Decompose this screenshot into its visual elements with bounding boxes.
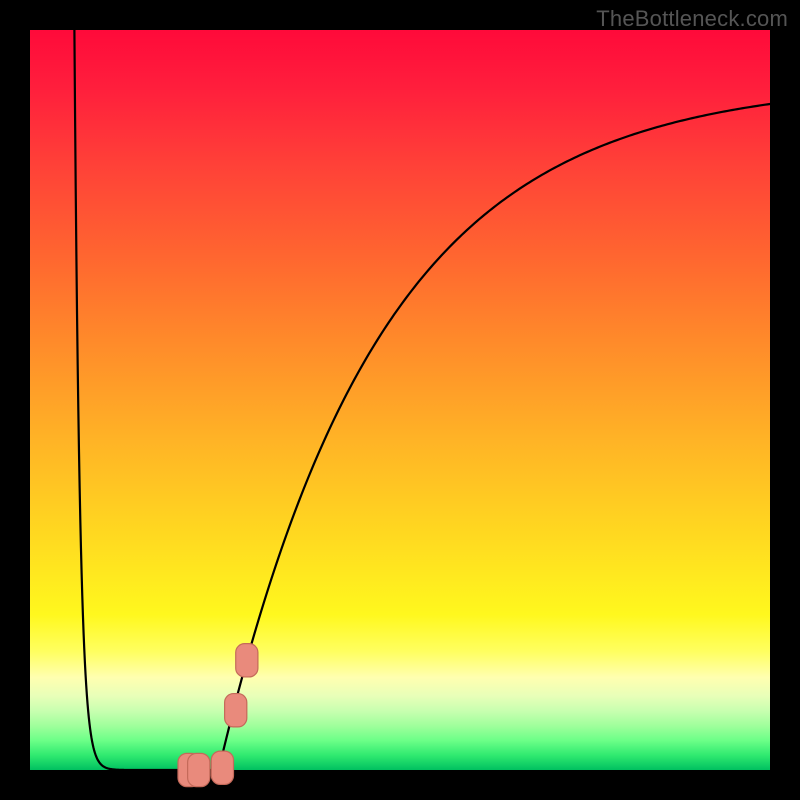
bottleneck-chart: [0, 0, 800, 800]
curve-marker: [236, 644, 258, 677]
curve-marker: [211, 751, 233, 784]
plot-area: [30, 30, 770, 770]
curve-marker: [225, 694, 247, 727]
curve-marker: [188, 753, 210, 786]
